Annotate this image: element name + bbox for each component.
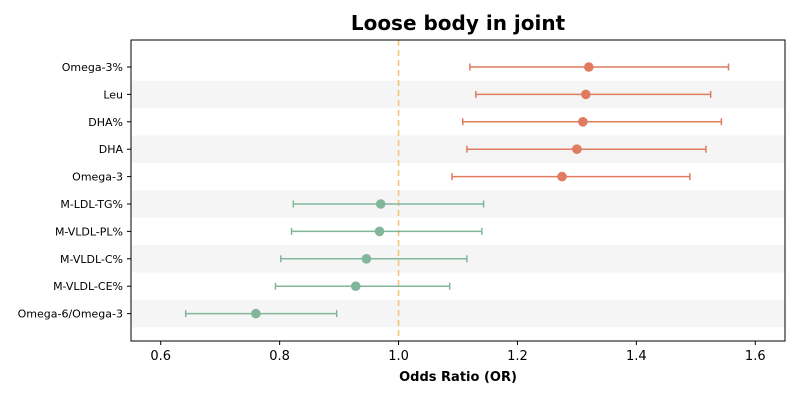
y-tick-label: Omega-3%	[62, 61, 123, 74]
y-tick-label: M-VLDL-C%	[60, 253, 123, 266]
point-estimates	[251, 62, 594, 319]
y-tick-label: M-LDL-TG%	[60, 198, 123, 211]
or-point	[251, 308, 261, 319]
x-tick-label: 1.2	[507, 349, 528, 364]
x-tick-label: 0.6	[150, 349, 171, 364]
confidence-intervals	[184, 63, 730, 318]
y-tick-label: Omega-6/Omega-3	[18, 308, 123, 321]
or-point	[350, 281, 361, 292]
or-point	[572, 144, 582, 154]
x-ticks: 0.6 0.8 1.0 1.2 1.4 1.6	[150, 341, 766, 364]
y-tick-label: DHA%	[88, 116, 123, 129]
or-point	[375, 199, 386, 209]
y-tick-label: Omega-3	[72, 171, 123, 184]
y-tick-label: M-VLDL-PL%	[55, 225, 123, 238]
y-tick-label: Leu	[103, 88, 123, 101]
y-tick-label: DHA	[99, 143, 124, 156]
y-tick-label: M-VLDL-CE%	[53, 280, 123, 293]
or-point	[578, 117, 588, 127]
y-tick-labels: Omega-3% Leu DHA% DHA Omega-3 M-LDL-TG% M-VLDL…	[18, 61, 131, 321]
or-point	[557, 171, 567, 182]
plot-frame	[130, 39, 786, 342]
x-tick-label: 1.4	[626, 349, 647, 364]
x-tick-label: 1.6	[745, 349, 766, 364]
x-tick-label: 1.0	[388, 349, 409, 364]
or-point	[374, 226, 385, 237]
or-point	[584, 62, 594, 72]
x-axis-label: Odds Ratio (OR)	[399, 370, 517, 385]
chart-title: Loose body in joint	[351, 11, 566, 35]
or-point	[581, 89, 591, 100]
x-tick-label: 0.8	[269, 349, 290, 364]
or-point	[361, 253, 372, 264]
